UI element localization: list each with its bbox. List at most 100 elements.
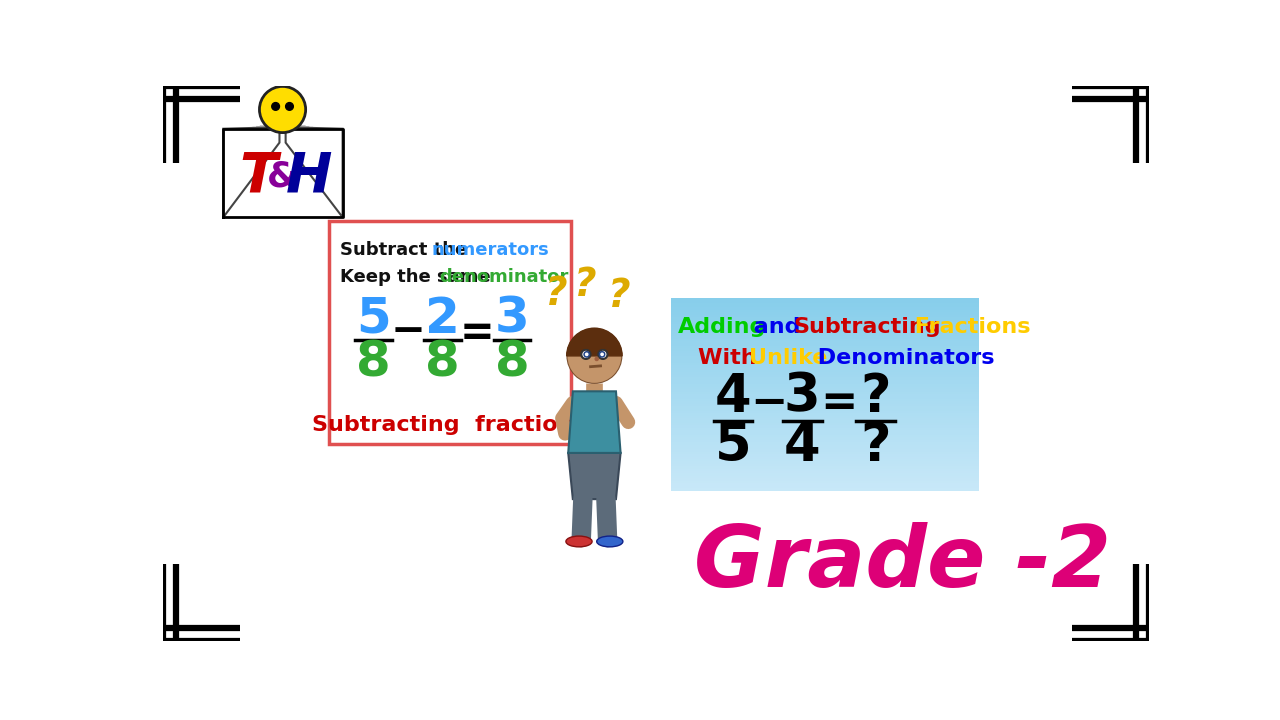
FancyBboxPatch shape	[672, 365, 979, 368]
FancyBboxPatch shape	[672, 382, 979, 384]
Circle shape	[260, 86, 306, 132]
Text: 8: 8	[356, 338, 390, 386]
Text: ?: ?	[573, 266, 596, 304]
FancyBboxPatch shape	[672, 353, 979, 356]
Text: =: =	[460, 312, 495, 354]
FancyBboxPatch shape	[672, 300, 979, 303]
Text: Denominators: Denominators	[810, 348, 995, 368]
FancyBboxPatch shape	[672, 456, 979, 459]
FancyBboxPatch shape	[672, 317, 979, 320]
FancyBboxPatch shape	[672, 336, 979, 339]
FancyBboxPatch shape	[672, 464, 979, 467]
FancyBboxPatch shape	[672, 346, 979, 348]
FancyBboxPatch shape	[672, 426, 979, 428]
FancyBboxPatch shape	[672, 315, 979, 318]
Text: 5: 5	[356, 295, 390, 343]
Ellipse shape	[596, 536, 623, 547]
FancyBboxPatch shape	[672, 375, 979, 377]
FancyBboxPatch shape	[672, 469, 979, 472]
FancyBboxPatch shape	[672, 358, 979, 361]
Text: 4: 4	[714, 371, 751, 423]
Wedge shape	[567, 328, 622, 356]
FancyBboxPatch shape	[672, 387, 979, 390]
Text: Unlike: Unlike	[750, 348, 828, 368]
FancyBboxPatch shape	[672, 322, 979, 325]
Polygon shape	[285, 127, 343, 217]
Text: Keep the same: Keep the same	[340, 268, 497, 286]
FancyBboxPatch shape	[672, 408, 979, 411]
Text: 8: 8	[494, 338, 530, 386]
FancyBboxPatch shape	[672, 442, 979, 445]
FancyBboxPatch shape	[672, 392, 979, 395]
Circle shape	[581, 350, 590, 359]
FancyBboxPatch shape	[672, 327, 979, 330]
FancyBboxPatch shape	[672, 351, 979, 354]
FancyBboxPatch shape	[672, 324, 979, 327]
FancyBboxPatch shape	[672, 444, 979, 447]
Text: Fractions: Fractions	[908, 318, 1030, 338]
Circle shape	[595, 357, 598, 361]
FancyBboxPatch shape	[672, 372, 979, 375]
FancyBboxPatch shape	[672, 331, 979, 334]
FancyBboxPatch shape	[672, 413, 979, 416]
FancyBboxPatch shape	[672, 467, 979, 469]
Polygon shape	[568, 453, 621, 499]
Text: and: and	[746, 318, 808, 338]
FancyBboxPatch shape	[672, 384, 979, 387]
Text: ?: ?	[860, 371, 891, 423]
FancyBboxPatch shape	[672, 488, 979, 490]
Text: 4: 4	[783, 420, 820, 472]
FancyBboxPatch shape	[672, 370, 979, 373]
FancyBboxPatch shape	[672, 430, 979, 433]
FancyBboxPatch shape	[672, 462, 979, 464]
FancyBboxPatch shape	[672, 307, 979, 310]
FancyBboxPatch shape	[672, 476, 979, 479]
FancyBboxPatch shape	[672, 440, 979, 443]
FancyBboxPatch shape	[672, 401, 979, 404]
Text: −: −	[750, 382, 787, 424]
FancyBboxPatch shape	[672, 471, 979, 474]
FancyBboxPatch shape	[672, 360, 979, 363]
FancyBboxPatch shape	[672, 310, 979, 312]
FancyBboxPatch shape	[672, 302, 979, 305]
Text: Grade -2: Grade -2	[694, 522, 1111, 606]
Text: 2: 2	[425, 295, 460, 343]
FancyBboxPatch shape	[672, 433, 979, 436]
FancyBboxPatch shape	[672, 435, 979, 438]
FancyBboxPatch shape	[672, 454, 979, 457]
FancyBboxPatch shape	[672, 320, 979, 323]
FancyBboxPatch shape	[672, 394, 979, 397]
FancyBboxPatch shape	[672, 481, 979, 483]
Circle shape	[584, 351, 589, 357]
FancyBboxPatch shape	[672, 305, 979, 307]
FancyBboxPatch shape	[672, 483, 979, 486]
Polygon shape	[223, 127, 279, 217]
FancyBboxPatch shape	[672, 428, 979, 431]
Text: 3: 3	[783, 371, 820, 423]
FancyBboxPatch shape	[672, 367, 979, 370]
Text: denominator: denominator	[439, 268, 568, 286]
FancyBboxPatch shape	[672, 312, 979, 315]
FancyBboxPatch shape	[672, 334, 979, 337]
Text: 5: 5	[714, 420, 751, 472]
FancyBboxPatch shape	[672, 485, 979, 488]
Circle shape	[585, 354, 588, 356]
FancyBboxPatch shape	[672, 478, 979, 481]
Circle shape	[599, 351, 604, 357]
Circle shape	[285, 102, 293, 110]
Text: 8: 8	[425, 338, 460, 386]
FancyBboxPatch shape	[672, 451, 979, 454]
FancyBboxPatch shape	[672, 356, 979, 359]
FancyBboxPatch shape	[672, 415, 979, 418]
Text: ?: ?	[545, 275, 567, 313]
FancyBboxPatch shape	[672, 437, 979, 440]
FancyBboxPatch shape	[672, 377, 979, 380]
Circle shape	[567, 329, 621, 383]
Text: ?: ?	[860, 420, 891, 472]
Circle shape	[567, 329, 621, 383]
Text: T: T	[239, 150, 276, 204]
FancyBboxPatch shape	[672, 338, 979, 341]
Circle shape	[598, 350, 608, 359]
FancyBboxPatch shape	[672, 420, 979, 423]
FancyBboxPatch shape	[672, 348, 979, 351]
